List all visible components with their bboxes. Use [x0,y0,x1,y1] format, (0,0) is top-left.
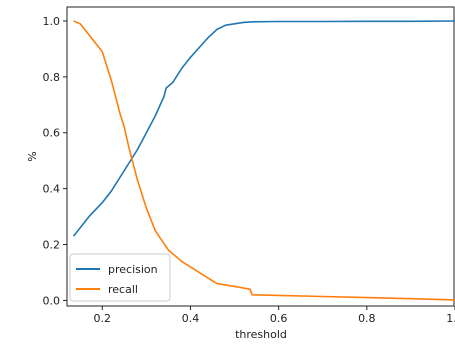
x-tick-label: 0.2 [94,312,112,325]
x-axis-label: threshold [235,328,287,341]
series-line-recall [73,20,455,301]
plot-frame [66,6,455,307]
y-tick-label: 0.2 [43,239,61,252]
y-tick-label: 0.0 [43,294,61,307]
y-tick-label: 0.6 [43,127,61,140]
x-axis: 0.2 0.4 0.6 0.8 1.0 [94,306,455,325]
legend-label-precision: precision [108,263,158,276]
series-layer [72,20,455,301]
y-axis: 0.0 0.2 0.4 0.6 0.8 1.0 [43,15,67,307]
series-line-precision [72,20,455,237]
y-axis-label: % [26,151,39,161]
x-tick-label: 0.6 [270,312,288,325]
x-tick-label: 0.8 [358,312,376,325]
legend: precision recall [69,253,171,302]
y-tick-label: 0.4 [43,183,61,196]
y-tick-label: 0.8 [43,71,61,84]
legend-label-recall: recall [108,283,138,296]
x-tick-label: 1.0 [446,312,455,325]
plot-area [66,6,455,307]
x-tick-label: 0.4 [182,312,200,325]
y-tick-label: 1.0 [43,15,61,28]
